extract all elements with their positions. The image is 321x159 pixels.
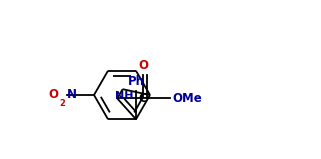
Text: 2: 2 (59, 99, 65, 108)
Text: NH: NH (115, 91, 134, 101)
Text: OMe: OMe (173, 92, 202, 105)
Text: Ph: Ph (127, 75, 144, 88)
Text: N: N (66, 89, 76, 101)
Text: C: C (139, 92, 147, 105)
Text: O: O (138, 59, 148, 73)
Text: O: O (48, 89, 58, 101)
